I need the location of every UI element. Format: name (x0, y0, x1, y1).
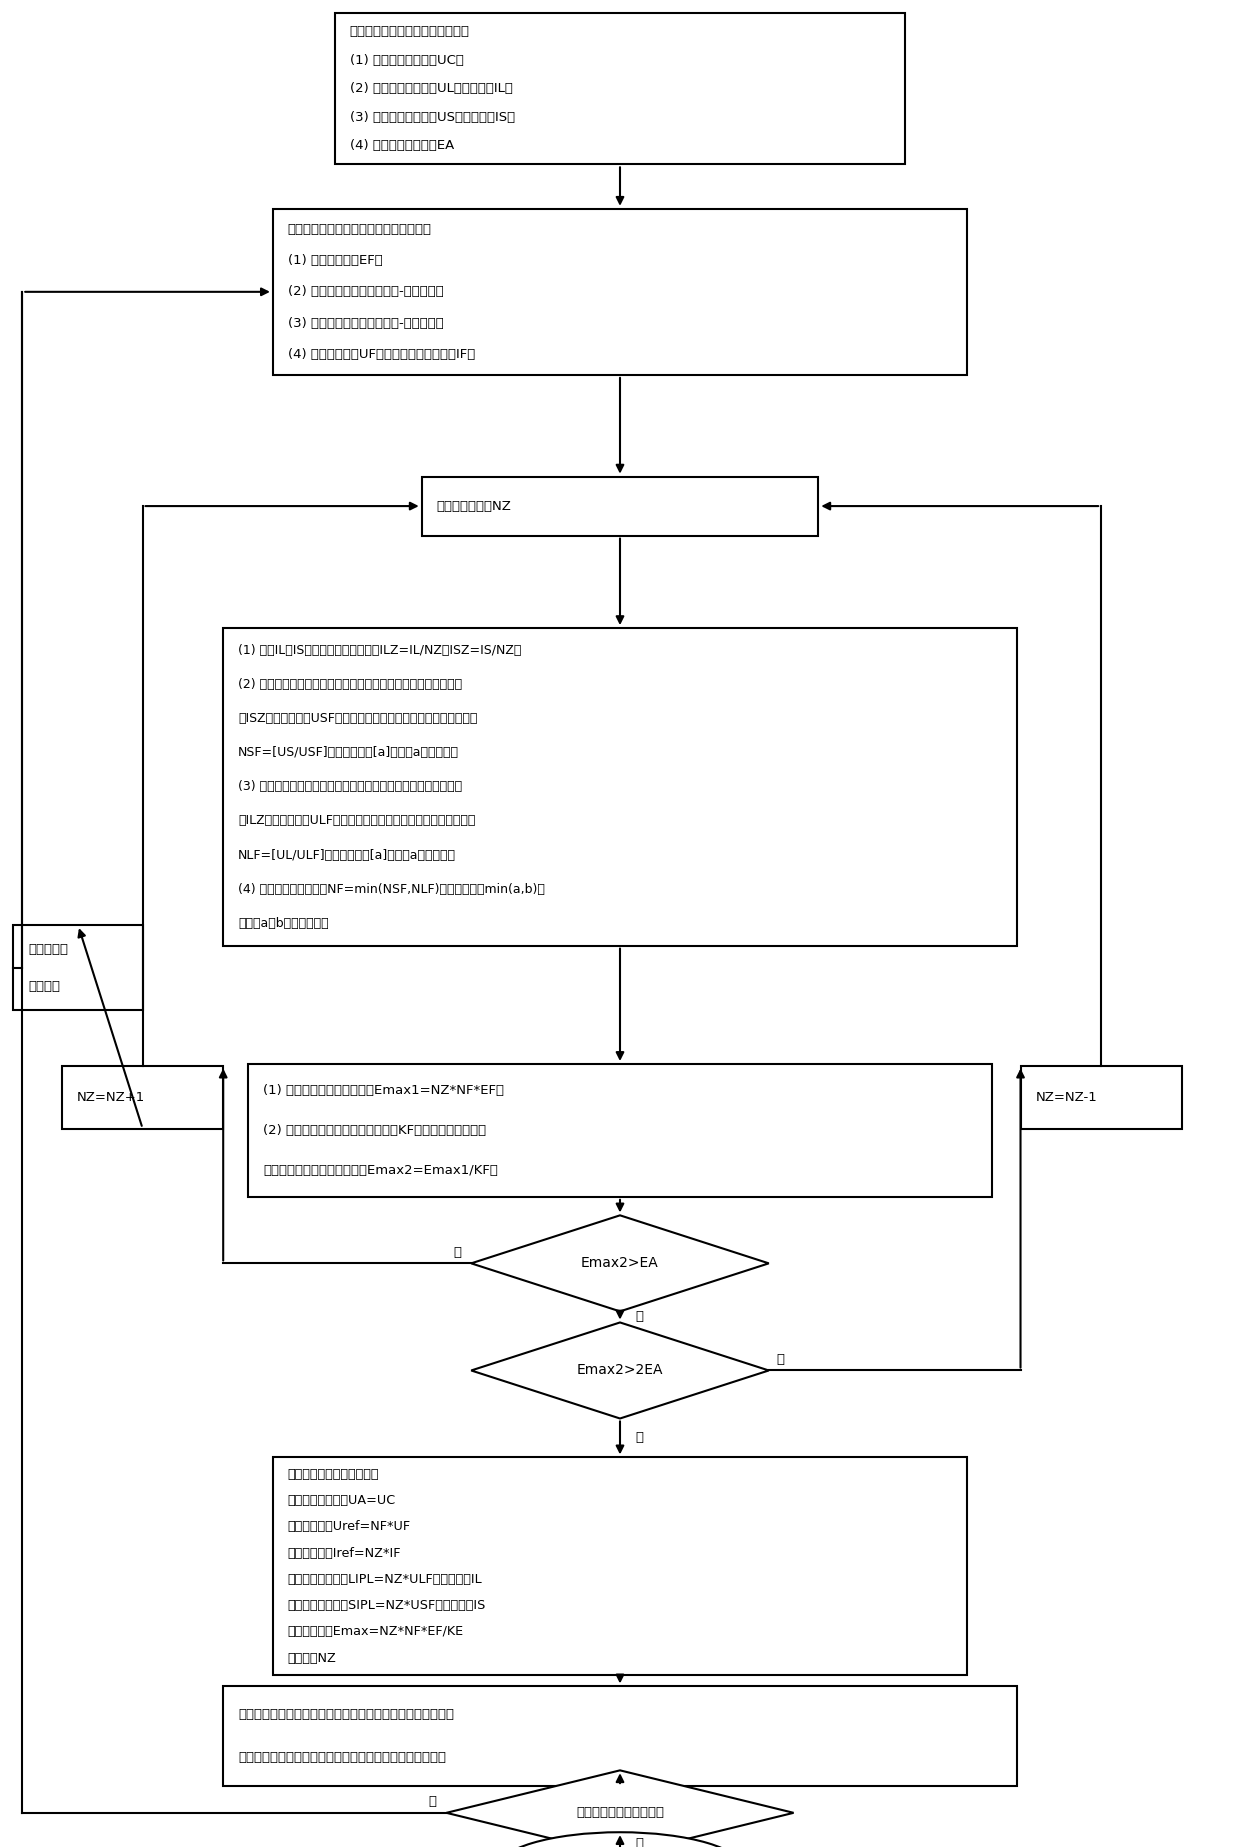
Bar (248, 1064, 992, 1197)
Text: 并联柱数NZ: 并联柱数NZ (288, 1651, 336, 1664)
Text: 直流参考电压Uref=NF*UF: 直流参考电压Uref=NF*UF (288, 1520, 410, 1533)
Text: (1) 计算避雷器最大吸收能量Emax1=NZ*NF*EF；: (1) 计算避雷器最大吸收能量Emax1=NZ*NF*EF； (263, 1084, 503, 1097)
Text: (2) 考虑多柱避雷器能量不均匀系数KF，计算考虑能量不均: (2) 考虑多柱避雷器能量不均匀系数KF，计算考虑能量不均 (263, 1123, 486, 1138)
Text: NLF=[UL/ULF]，其中运算符[a]表示对a向下取整；: NLF=[UL/ULF]，其中运算符[a]表示对a向下取整； (238, 848, 456, 863)
Text: NSF=[US/USF]，其中运算符[a]表示对a向下取整；: NSF=[US/USF]，其中运算符[a]表示对a向下取整； (238, 746, 459, 759)
Ellipse shape (496, 1832, 744, 1847)
Text: 雷电冲击保护水平LIPL=NZ*ULF，配合电流IL: 雷电冲击保护水平LIPL=NZ*ULF，配合电流IL (288, 1574, 482, 1587)
Text: (3) 操作冲击保护残压US及配合电流IS；: (3) 操作冲击保护残压US及配合电流IS； (350, 111, 515, 124)
Text: (2) 操作冲击伏安特性的电压-电流序列；: (2) 操作冲击伏安特性的电压-电流序列； (288, 284, 444, 299)
Bar (1021, 1066, 1182, 1129)
Text: (3) 雷电冲击伏安特性的电压-电流序列；: (3) 雷电冲击伏安特性的电压-电流序列； (288, 316, 444, 331)
Text: 直流参考电流Iref=NZ*IF: 直流参考电流Iref=NZ*IF (288, 1546, 402, 1559)
Text: NZ=NZ+1: NZ=NZ+1 (77, 1090, 145, 1105)
Bar (223, 1686, 1017, 1786)
Text: 避雷器的最大残压、配合电流和吸收能量是否满足设计指标: 避雷器的最大残压、配合电流和吸收能量是否满足设计指标 (238, 1751, 446, 1764)
Text: 否: 否 (454, 1245, 461, 1260)
Text: (3) 根据阀片雷电冲击伏安特性，基于线性插值算法确定阀片通流: (3) 根据阀片雷电冲击伏安特性，基于线性插值算法确定阀片通流 (238, 779, 463, 794)
Text: (1) 持续运行最大电压UC；: (1) 持续运行最大电压UC； (350, 54, 464, 66)
Text: 否: 否 (429, 1795, 436, 1808)
Text: 是: 是 (635, 1310, 642, 1324)
Bar (422, 477, 818, 536)
Bar (14, 925, 144, 1010)
Text: 输入一种型号的避雷器阀片参数，包括：: 输入一种型号的避雷器阀片参数，包括： (288, 223, 432, 236)
Text: (4) 最小吸收能量能力EA: (4) 最小吸收能量能力EA (350, 139, 454, 151)
Bar (62, 1066, 223, 1129)
Text: (4) 单柱避雷器阀片数量NF=min(NSF,NLF)，其中运算符min(a,b)表: (4) 单柱避雷器阀片数量NF=min(NSF,NLF)，其中运算符min(a,… (238, 883, 544, 896)
Text: 否: 否 (635, 1431, 642, 1444)
Text: (2) 雷电冲击保护残压UL及配合电流IL；: (2) 雷电冲击保护残压UL及配合电流IL； (350, 81, 512, 96)
Polygon shape (446, 1769, 794, 1847)
Text: (1) 根据IL和IS计算每柱避雷器的分流ILZ=IL/NZ，ISZ=IS/NZ；: (1) 根据IL和IS计算每柱避雷器的分流ILZ=IL/NZ，ISZ=IS/NZ… (238, 645, 522, 658)
Text: 更换避雷器: 更换避雷器 (29, 942, 68, 957)
Text: (1) 最大吸收能量EF；: (1) 最大吸收能量EF； (288, 253, 382, 268)
Text: 是: 是 (635, 1838, 642, 1847)
Text: 匀系数时避雷器最大吸收能量Emax2=Emax1/KF。: 匀系数时避雷器最大吸收能量Emax2=Emax1/KF。 (263, 1164, 497, 1177)
Text: 将避雷器参数代入电磁暂态仿真模型，通过电磁暂态仿真校核: 将避雷器参数代入电磁暂态仿真模型，通过电磁暂态仿真校核 (238, 1708, 454, 1721)
Text: 预设避雷器柱数NZ: 预设避雷器柱数NZ (436, 499, 511, 513)
Polygon shape (471, 1215, 769, 1311)
Bar (223, 628, 1017, 946)
Text: 输出避雷器参数设计结果：: 输出避雷器参数设计结果： (288, 1468, 379, 1481)
Text: 示选择a和b中的较小值。: 示选择a和b中的较小值。 (238, 916, 329, 929)
Text: Emax2>EA: Emax2>EA (582, 1256, 658, 1271)
Text: 为ILZ时阀片的残压ULF，得到雷电冲击确定的单柱避雷器阀片数量: 为ILZ时阀片的残压ULF，得到雷电冲击确定的单柱避雷器阀片数量 (238, 815, 475, 827)
Text: 持续运行最大电压UA=UC: 持续运行最大电压UA=UC (288, 1494, 396, 1507)
Text: 是: 是 (776, 1352, 784, 1367)
Text: 最大吸收能量Emax=NZ*NF*EF/KE: 最大吸收能量Emax=NZ*NF*EF/KE (288, 1625, 464, 1638)
Text: (2) 根据阀片操作冲击伏安特性，基于线性插值算法确定阀片通流: (2) 根据阀片操作冲击伏安特性，基于线性插值算法确定阀片通流 (238, 678, 463, 691)
Text: 避雷器满足所有设计指标: 避雷器满足所有设计指标 (577, 1806, 663, 1819)
Bar (335, 13, 905, 164)
Text: 操作冲击保护水平SIPL=NZ*USF，配合电流IS: 操作冲击保护水平SIPL=NZ*USF，配合电流IS (288, 1600, 486, 1612)
Text: 为ISZ时阀片的残压USF，得到操作冲击确定的单柱避雷器阀片数量: 为ISZ时阀片的残压USF，得到操作冲击确定的单柱避雷器阀片数量 (238, 711, 477, 726)
Text: (4) 直流参考电压UF及对应的直流参考电流IF；: (4) 直流参考电压UF及对应的直流参考电流IF； (288, 347, 475, 360)
Text: 输入避雷器性能指标参数，包括：: 输入避雷器性能指标参数，包括： (350, 26, 470, 39)
Text: Emax2>2EA: Emax2>2EA (577, 1363, 663, 1378)
Text: NZ=NZ-1: NZ=NZ-1 (1035, 1090, 1097, 1105)
Bar (273, 209, 967, 375)
Bar (273, 1457, 967, 1675)
Polygon shape (471, 1322, 769, 1418)
Text: 阀片型号: 阀片型号 (29, 979, 60, 994)
